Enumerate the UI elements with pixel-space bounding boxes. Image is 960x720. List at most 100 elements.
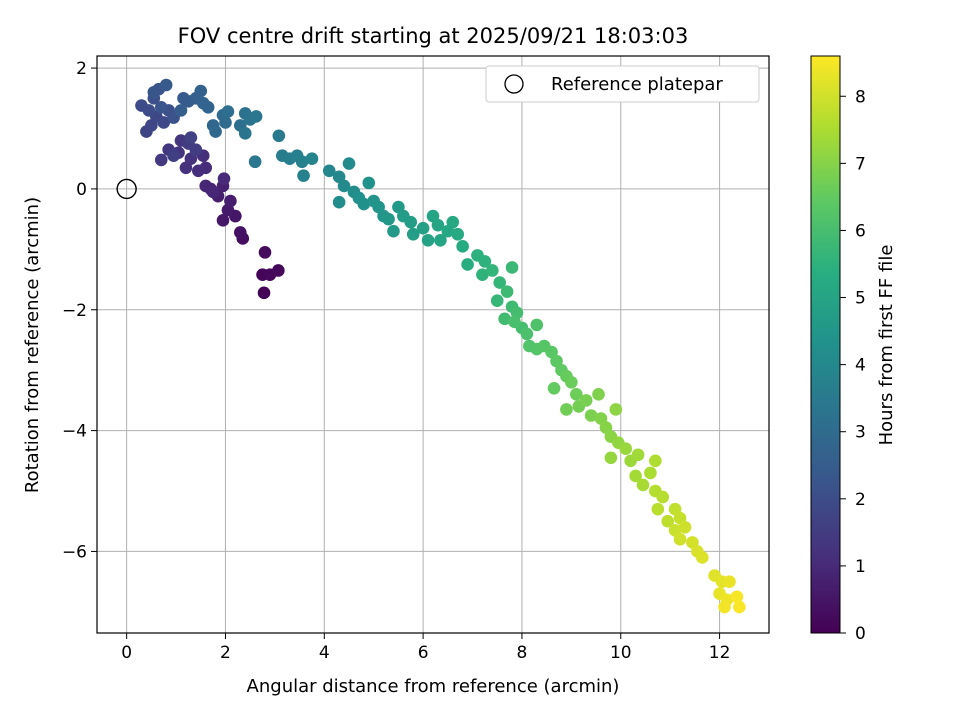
colorbar-tick-label: 3	[855, 423, 866, 443]
data-point	[157, 116, 171, 129]
data-point	[723, 575, 736, 588]
data-point	[592, 388, 605, 401]
data-point	[305, 152, 319, 166]
colorbar-tick-label: 5	[855, 289, 866, 309]
data-point	[147, 85, 161, 99]
y-axis-label: Rotation from reference (arcmin)	[22, 197, 43, 493]
data-point	[490, 294, 504, 307]
data-point	[142, 104, 156, 117]
data-point	[249, 110, 263, 123]
data-point	[342, 157, 356, 170]
data-point	[258, 246, 272, 259]
data-point	[297, 169, 310, 182]
data-point	[560, 403, 573, 416]
data-point	[678, 520, 692, 534]
data-point	[272, 264, 285, 277]
data-point	[651, 502, 665, 516]
data-point	[434, 233, 447, 247]
y-tick-label: −2	[62, 301, 87, 321]
data-point	[217, 172, 231, 185]
data-point	[209, 125, 222, 138]
x-tick-label: 0	[121, 643, 132, 663]
data-point	[216, 214, 230, 227]
y-tick-label: 0	[76, 180, 87, 200]
axes-frame	[96, 55, 770, 634]
data-point	[530, 318, 544, 332]
data-point	[476, 268, 489, 282]
data-point	[191, 164, 205, 178]
data-point	[569, 388, 583, 401]
x-tick-label: 6	[418, 643, 429, 663]
y-tick-label: 2	[76, 59, 87, 79]
data-point	[357, 197, 371, 211]
data-point	[387, 224, 400, 238]
data-point	[547, 382, 561, 395]
data-point	[201, 101, 215, 114]
data-point	[189, 143, 203, 156]
colorbar	[810, 55, 841, 634]
legend-box	[485, 65, 760, 103]
y-tick-label: −4	[62, 422, 87, 442]
data-point	[609, 403, 623, 416]
data-point	[272, 129, 286, 143]
data-point	[508, 315, 521, 329]
data-point	[238, 127, 252, 140]
y-axis-ticks: 2 0 −2 −4 −6	[62, 59, 97, 562]
data-point	[644, 466, 657, 480]
data-point	[382, 212, 395, 226]
data-point	[619, 442, 633, 456]
data-point	[221, 105, 235, 118]
data-point	[322, 164, 336, 178]
y-tick-label: −6	[62, 542, 87, 562]
legend: Reference platepar	[485, 65, 760, 103]
data-point	[406, 227, 420, 241]
data-point	[446, 215, 460, 229]
grid	[97, 56, 769, 633]
data-point	[629, 469, 642, 483]
x-axis-ticks: 0 2 4 6 8 10 12	[121, 633, 730, 663]
colorbar-tick-label: 0	[855, 624, 866, 644]
data-point	[159, 78, 173, 92]
colorbar-tick-label: 6	[855, 221, 866, 241]
x-tick-label: 12	[709, 643, 731, 663]
data-point	[604, 451, 618, 465]
data-point	[584, 409, 598, 422]
data-point	[498, 312, 511, 326]
x-tick-label: 8	[517, 643, 528, 663]
colorbar-tick-label: 4	[855, 356, 866, 376]
data-point	[224, 194, 237, 208]
data-point	[404, 215, 418, 229]
data-point	[733, 600, 746, 614]
colorbar-ticks: 0 1 2 3 4 5 6 7 8	[840, 87, 866, 644]
data-point	[337, 179, 351, 193]
data-point	[565, 375, 578, 389]
x-tick-label: 4	[319, 643, 330, 663]
data-point	[485, 264, 499, 277]
data-point	[493, 276, 507, 289]
data-point	[362, 176, 376, 190]
data-point	[500, 285, 514, 298]
colorbar-tick-label: 8	[855, 87, 866, 107]
x-tick-label: 10	[610, 643, 632, 663]
reference-point	[116, 178, 137, 200]
data-point	[451, 227, 465, 241]
data-point	[631, 448, 645, 462]
data-point	[505, 261, 519, 274]
data-point	[154, 101, 168, 114]
chart-title: FOV centre drift starting at 2025/09/21 …	[178, 24, 689, 48]
reference-marker	[116, 178, 137, 200]
data-point	[718, 600, 731, 614]
data-point	[206, 185, 220, 199]
legend-label: Reference platepar	[551, 74, 723, 95]
colorbar-tick-label: 7	[855, 154, 866, 174]
data-point	[167, 149, 180, 162]
colorbar-label: Hours from first FF file	[876, 245, 897, 446]
data-point	[416, 221, 430, 235]
data-point	[461, 258, 474, 271]
data-point	[431, 218, 445, 232]
data-point	[579, 394, 593, 407]
data-point	[154, 153, 168, 167]
data-point	[184, 131, 198, 144]
legend-reference-marker	[504, 74, 524, 94]
